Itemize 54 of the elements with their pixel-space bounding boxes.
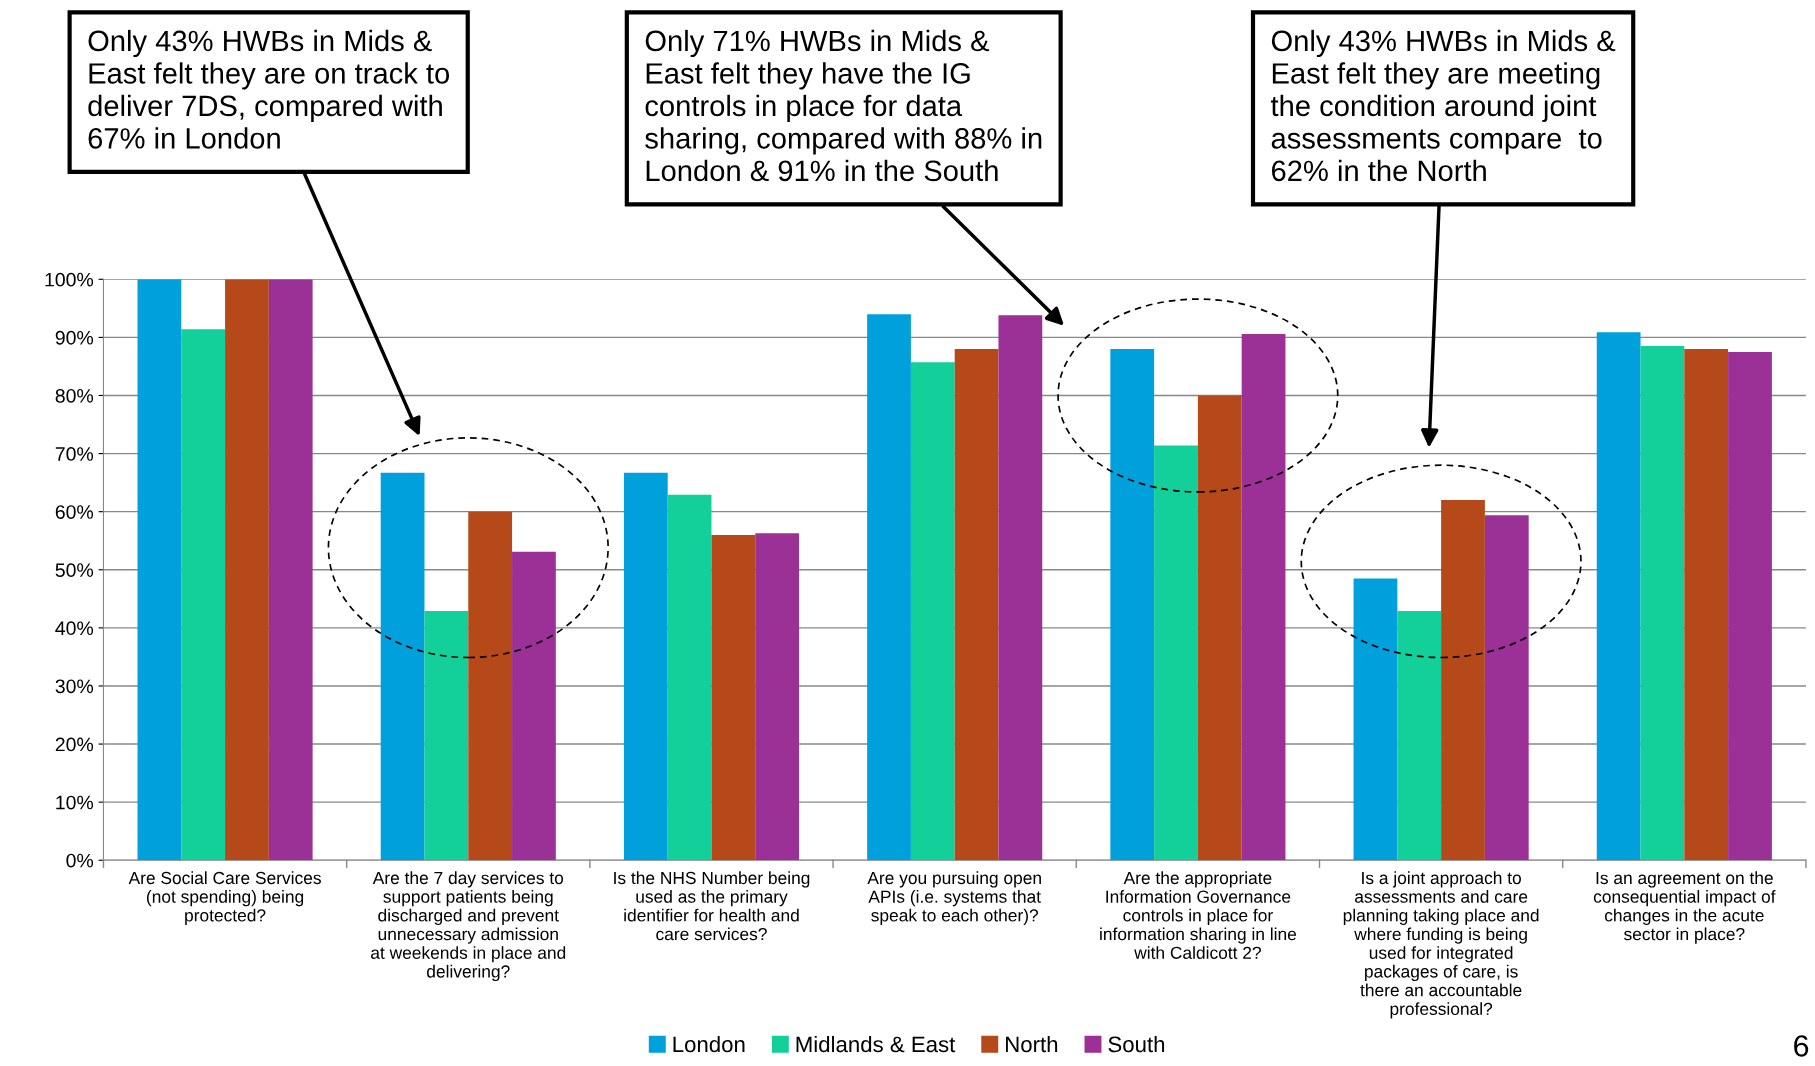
y-tick-label: 50%	[55, 563, 94, 578]
y-tick-label: 90%	[55, 330, 94, 345]
text: Only 43% HWBs in Mids & East felt they are meeting the condition around joint assessments compare to 62% in the North	[1270, 29, 1616, 182]
bar	[1441, 500, 1485, 861]
x-tick-label: Is an agreement on the consequential impact of changes in the acute sector in place?	[1593, 871, 1776, 944]
legend-label: South	[1108, 1035, 1165, 1053]
legend-label: London	[673, 1035, 745, 1053]
bar	[424, 611, 469, 861]
bar	[867, 314, 911, 861]
text: Only 71% HWBs in Mids & East felt they have the IG controls in place for data sharing, compared with 88% in London & 91% in the South	[645, 29, 1042, 182]
y-tick-label: 0%	[66, 853, 94, 868]
bar	[1154, 445, 1198, 861]
y-tick-label: 80%	[55, 388, 94, 403]
y-tick-label: 70%	[55, 447, 94, 461]
y-tick-label: 10%	[56, 795, 94, 810]
bar	[1241, 333, 1286, 861]
y-tick-label: 40%	[55, 621, 94, 636]
text: 6	[1794, 1035, 1809, 1057]
bar	[512, 551, 556, 861]
legend-label: North	[1006, 1035, 1058, 1053]
text: Only 43% HWBs in Mids & East felt they are on track to deliver 7DS, compared with 67% in London	[88, 29, 450, 149]
bar	[1110, 349, 1155, 861]
bar	[468, 511, 513, 861]
y-tick-label: 60%	[55, 505, 94, 519]
x-tick-label: Are the 7 day services to support patients being discharged and prevent unnecessary admission at weekends in place and delivering?	[371, 871, 566, 982]
bar	[1728, 351, 1772, 861]
y-tick-label: 20%	[55, 737, 94, 752]
x-tick-label: Are the appropriate Information Governance controls in place for information sharing in line with Caldicott 2?	[1100, 871, 1297, 959]
bar	[1397, 611, 1442, 861]
y-tick-label: 100%	[45, 272, 94, 287]
legend-label: Midlands & East	[796, 1035, 956, 1053]
bar	[380, 472, 425, 861]
bar	[954, 349, 999, 861]
bar	[225, 279, 269, 861]
x-tick-label: Are you pursuing open APIs (i.e. systems that speak to each other)?	[867, 871, 1041, 925]
bar	[711, 534, 756, 861]
bar	[268, 279, 313, 861]
x-tick-label: Is the NHS Number being used as the primary identifier for health and care services?	[614, 871, 810, 941]
bar	[1484, 515, 1529, 861]
bar	[1596, 332, 1641, 861]
bar	[998, 315, 1043, 861]
bar	[667, 494, 712, 861]
bar	[1197, 395, 1242, 861]
bar	[137, 279, 182, 861]
bar	[623, 472, 668, 861]
bar	[1684, 349, 1729, 861]
x-tick-label: Are Social Care Services (not spending) being protected?	[128, 871, 321, 925]
bar	[1640, 346, 1685, 861]
bar	[181, 329, 226, 861]
bar	[910, 362, 955, 861]
y-tick-label: 30%	[55, 679, 94, 694]
bar	[1353, 578, 1398, 861]
bar	[755, 533, 800, 861]
x-tick-label: Is a joint approach to assessments and care planning taking place and where funding is being used for integrated packages of care, is there an accountable professional?	[1343, 871, 1539, 1019]
